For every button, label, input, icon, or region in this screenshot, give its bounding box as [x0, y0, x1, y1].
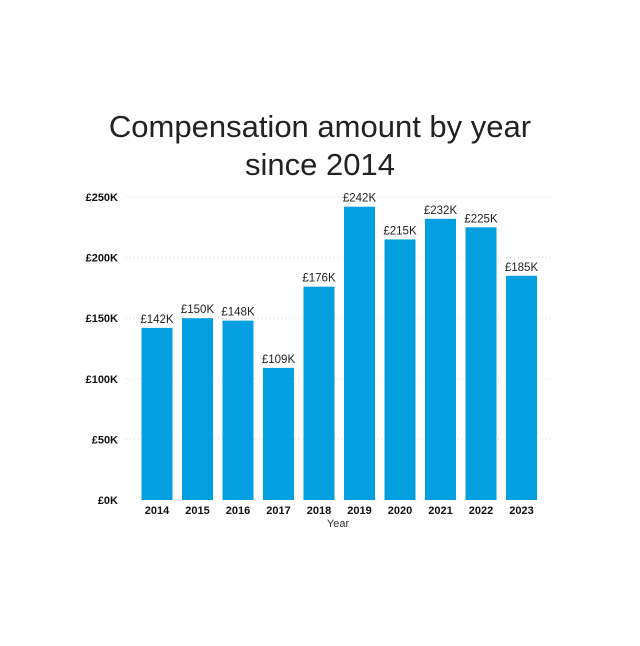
data-label-2022: £225K — [464, 213, 498, 225]
x-tick-label-2014: 2014 — [145, 505, 170, 517]
x-tick-label-2021: 2021 — [428, 505, 452, 517]
x-tick-label-2022: 2022 — [469, 505, 493, 517]
x-tick-label-2016: 2016 — [226, 505, 250, 517]
chart-title-line-2: since 2014 — [245, 147, 395, 182]
data-label-2020: £215K — [383, 225, 417, 237]
data-label-2015: £150K — [181, 304, 215, 316]
x-tick-label-2015: 2015 — [185, 505, 209, 517]
x-tick-label-2019: 2019 — [347, 505, 371, 517]
y-tick-label: £0K — [98, 495, 118, 507]
bar-2019 — [344, 206, 375, 501]
bar-2022 — [465, 227, 497, 501]
data-label-2021: £232K — [424, 205, 458, 217]
chart-title: Compensation amount by year since 2014 — [0, 108, 640, 184]
x-axis-title: Year — [327, 518, 350, 530]
x-axis-tick-labels: 2014 2015 2016 2017 2018 2019 2020 2021 2022 2023 — [145, 505, 534, 517]
data-label-2016: £148K — [221, 307, 255, 319]
bar-2015 — [182, 318, 213, 500]
gridlines — [126, 196, 552, 440]
bar-2018 — [303, 286, 335, 500]
y-tick-label: £200K — [86, 253, 118, 265]
bars — [141, 206, 537, 501]
chart-title-line-1: Compensation amount by year — [108, 109, 532, 144]
data-label-2023: £185K — [505, 262, 539, 274]
data-label-2018: £176K — [302, 273, 336, 285]
data-label-2019: £242K — [343, 193, 377, 205]
bar-2020 — [384, 239, 416, 501]
y-tick-label: £50K — [92, 434, 118, 446]
data-label-2014: £142K — [140, 314, 174, 326]
x-tick-label-2023: 2023 — [509, 505, 533, 517]
y-axis-tick-labels: £0K £50K £100K £150K £200K £250K — [86, 192, 118, 507]
y-tick-label: £100K — [86, 374, 118, 386]
bar-2023 — [506, 275, 537, 500]
x-tick-label-2018: 2018 — [307, 505, 331, 517]
bar-2014 — [141, 327, 173, 500]
y-tick-label: £250K — [86, 192, 118, 204]
bar-2021 — [425, 218, 456, 501]
x-tick-label-2017: 2017 — [266, 505, 290, 517]
data-label-2017: £109K — [262, 354, 296, 366]
y-tick-label: £150K — [86, 313, 118, 325]
data-labels: £142K £150K £148K £109K £176K £242K £215K £232K… — [140, 193, 538, 366]
bar-2017 — [263, 367, 294, 500]
x-tick-label-2020: 2020 — [388, 505, 412, 517]
bar-2016 — [222, 320, 254, 500]
